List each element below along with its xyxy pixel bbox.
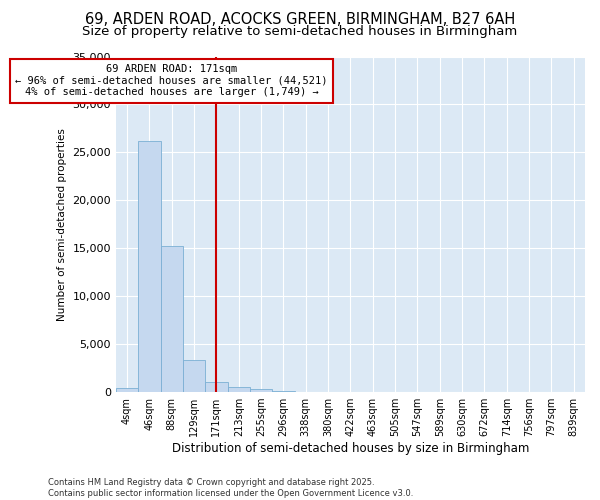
Bar bbox=[227, 387, 250, 392]
Y-axis label: Number of semi-detached properties: Number of semi-detached properties bbox=[57, 128, 67, 320]
Text: 69, ARDEN ROAD, ACOCKS GREEN, BIRMINGHAM, B27 6AH: 69, ARDEN ROAD, ACOCKS GREEN, BIRMINGHAM… bbox=[85, 12, 515, 28]
Bar bbox=[272, 391, 295, 392]
Bar bbox=[183, 360, 205, 392]
Bar bbox=[138, 141, 161, 392]
X-axis label: Distribution of semi-detached houses by size in Birmingham: Distribution of semi-detached houses by … bbox=[172, 442, 529, 455]
Bar bbox=[116, 388, 138, 392]
Bar bbox=[161, 246, 183, 392]
Text: Contains HM Land Registry data © Crown copyright and database right 2025.
Contai: Contains HM Land Registry data © Crown c… bbox=[48, 478, 413, 498]
Text: 69 ARDEN ROAD: 171sqm
← 96% of semi-detached houses are smaller (44,521)
4% of s: 69 ARDEN ROAD: 171sqm ← 96% of semi-deta… bbox=[16, 64, 328, 98]
Bar bbox=[205, 382, 227, 392]
Bar bbox=[250, 388, 272, 392]
Text: Size of property relative to semi-detached houses in Birmingham: Size of property relative to semi-detach… bbox=[82, 25, 518, 38]
